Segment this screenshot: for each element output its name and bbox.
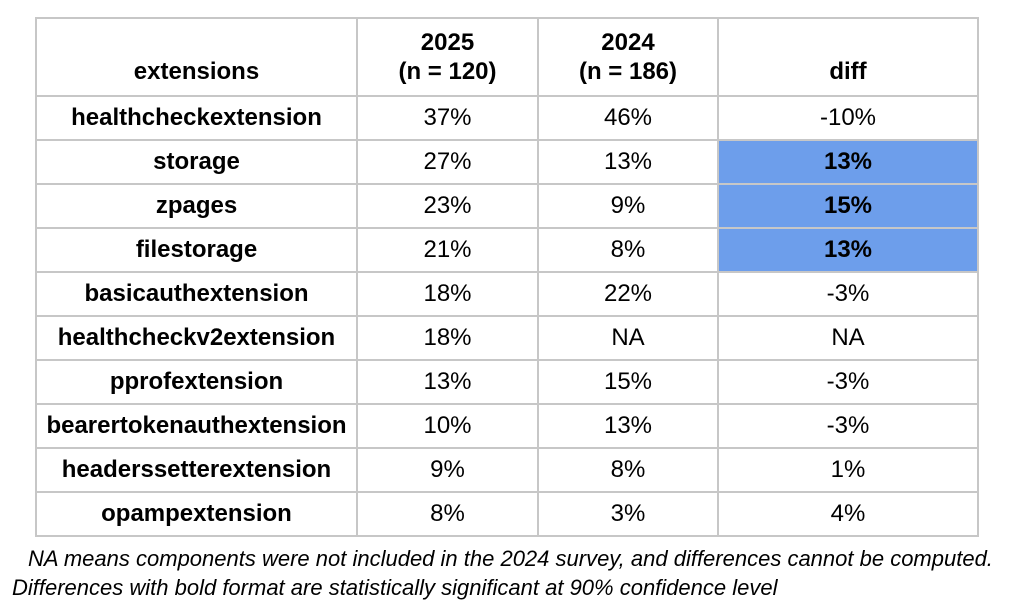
extension-name-cell: storage bbox=[35, 139, 358, 185]
diff-value-cell: -3% bbox=[717, 271, 979, 317]
value-2025-cell: 27% bbox=[356, 139, 539, 185]
value-2025-cell: 9% bbox=[356, 447, 539, 493]
value-2025-cell: 8% bbox=[356, 491, 539, 537]
col-header-2024: 2024 (n = 186) bbox=[537, 17, 719, 97]
table-row: opampextension 8% 3% 4% bbox=[35, 491, 979, 537]
extension-name-cell: basicauthextension bbox=[35, 271, 358, 317]
value-2024-cell: 3% bbox=[537, 491, 719, 537]
table-row: zpages 23% 9% 15% bbox=[35, 183, 979, 229]
value-2024-cell: 9% bbox=[537, 183, 719, 229]
value-2025-cell: 18% bbox=[356, 271, 539, 317]
diff-value-cell: 1% bbox=[717, 447, 979, 493]
table-row: basicauthextension 18% 22% -3% bbox=[35, 271, 979, 317]
extension-name-cell: zpages bbox=[35, 183, 358, 229]
extension-name-cell: headerssetterextension bbox=[35, 447, 358, 493]
value-2024-cell: 46% bbox=[537, 95, 719, 141]
value-2024-cell: 13% bbox=[537, 139, 719, 185]
diff-value-cell: 4% bbox=[717, 491, 979, 537]
col-header-extensions-label: extensions bbox=[133, 58, 260, 85]
col-header-diff-label: diff bbox=[829, 58, 867, 85]
value-2024-cell: NA bbox=[537, 315, 719, 361]
extension-name-cell: filestorage bbox=[35, 227, 358, 273]
footnote-bold-explanation: Differences with bold format are statist… bbox=[12, 575, 778, 600]
extension-name-cell: bearertokenauthextension bbox=[35, 403, 358, 449]
extension-name-cell: pprofextension bbox=[35, 359, 358, 405]
value-2024-cell: 13% bbox=[537, 403, 719, 449]
diff-value-cell: 13% bbox=[717, 227, 979, 273]
value-2024-cell: 15% bbox=[537, 359, 719, 405]
footnotes: NA means components were not included in… bbox=[12, 544, 993, 602]
diff-value-cell: -3% bbox=[717, 359, 979, 405]
diff-value-cell: -10% bbox=[717, 95, 979, 141]
extension-name-cell: healthcheckv2extension bbox=[35, 315, 358, 361]
diff-value-cell: 15% bbox=[717, 183, 979, 229]
col-header-2024-n: (n = 186) bbox=[578, 58, 678, 85]
value-2025-cell: 10% bbox=[356, 403, 539, 449]
table-row: filestorage 21% 8% 13% bbox=[35, 227, 979, 273]
col-header-diff: diff bbox=[717, 17, 979, 97]
value-2024-cell: 8% bbox=[537, 227, 719, 273]
footnote-na-explanation: NA means components were not included in… bbox=[28, 546, 993, 571]
value-2024-cell: 8% bbox=[537, 447, 719, 493]
value-2025-cell: 23% bbox=[356, 183, 539, 229]
value-2025-cell: 18% bbox=[356, 315, 539, 361]
table-row: headerssetterextension 9% 8% 1% bbox=[35, 447, 979, 493]
diff-value-cell: NA bbox=[717, 315, 979, 361]
value-2025-cell: 13% bbox=[356, 359, 539, 405]
diff-value-cell: 13% bbox=[717, 139, 979, 185]
table-row: storage 27% 13% 13% bbox=[35, 139, 979, 185]
table-row: healthcheckextension 37% 46% -10% bbox=[35, 95, 979, 141]
header-row: extensions 2025 (n = 120) 2024 (n = 186)… bbox=[35, 17, 979, 97]
col-header-2025-year: 2025 bbox=[420, 29, 475, 56]
table-body: healthcheckextension 37% 46% -10% storag… bbox=[35, 95, 979, 537]
extension-name-cell: opampextension bbox=[35, 491, 358, 537]
table-row: pprofextension 13% 15% -3% bbox=[35, 359, 979, 405]
extension-name-cell: healthcheckextension bbox=[35, 95, 358, 141]
value-2025-cell: 21% bbox=[356, 227, 539, 273]
col-header-2024-year: 2024 bbox=[601, 29, 655, 56]
col-header-2025-n: (n = 120) bbox=[398, 58, 497, 85]
value-2025-cell: 37% bbox=[356, 95, 539, 141]
extensions-comparison-table: extensions 2025 (n = 120) 2024 (n = 186)… bbox=[35, 17, 979, 537]
col-header-extensions: extensions bbox=[35, 17, 358, 97]
col-header-2025: 2025 (n = 120) bbox=[356, 17, 539, 97]
table-row: healthcheckv2extension 18% NA NA bbox=[35, 315, 979, 361]
diff-value-cell: -3% bbox=[717, 403, 979, 449]
table-row: bearertokenauthextension 10% 13% -3% bbox=[35, 403, 979, 449]
value-2024-cell: 22% bbox=[537, 271, 719, 317]
